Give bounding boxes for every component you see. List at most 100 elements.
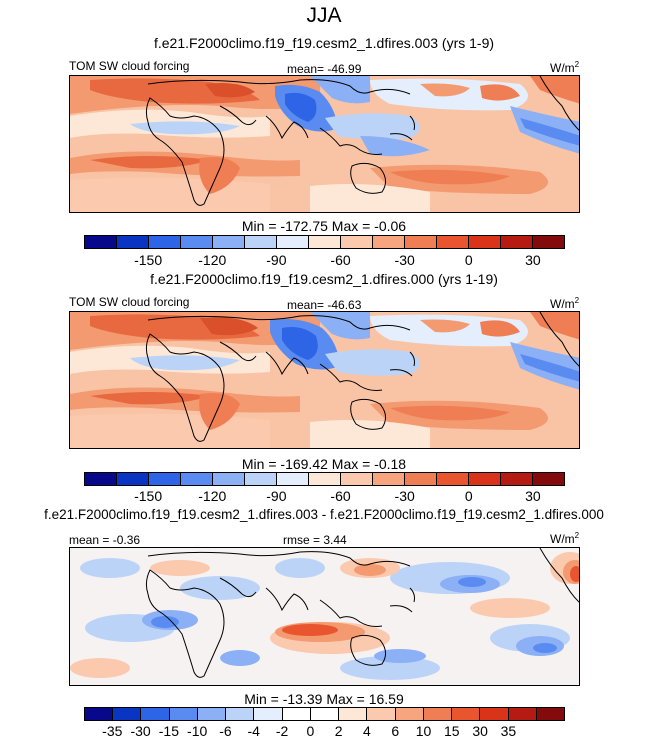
colorbar-swatch xyxy=(469,473,501,485)
colorbar-swatch xyxy=(423,708,453,720)
colorbar-swatch xyxy=(149,473,181,485)
colorbar-tick-label: -90 xyxy=(266,252,287,268)
colorbar-swatch xyxy=(341,236,373,248)
colorbar-swatch xyxy=(341,473,373,485)
colorbar-swatch xyxy=(373,236,405,248)
colorbar-swatch xyxy=(501,236,533,248)
colorbar-tick-label: -120 xyxy=(198,488,227,504)
colorbar-tick-label: 15 xyxy=(444,723,460,739)
panel-1-map-field xyxy=(70,76,579,212)
panel-3-colorbar-ticks: -35 -30 -15 -10 -6 -4 -2 0 2 4 6 10 15 30 35 xyxy=(84,723,565,741)
colorbar-swatch xyxy=(309,473,341,485)
colorbar-tick-label: -30 xyxy=(394,488,415,504)
panel-1-mean-label: mean= -46.99 xyxy=(287,62,362,76)
colorbar-swatch xyxy=(452,708,481,720)
panel-1-variable-label: TOM SW cloud forcing xyxy=(69,59,190,73)
colorbar-swatch xyxy=(282,708,311,720)
panel-3-map xyxy=(69,547,580,686)
colorbar-swatch xyxy=(469,236,501,248)
colorbar-swatch xyxy=(501,473,533,485)
colorbar-swatch xyxy=(149,236,181,248)
colorbar-swatch xyxy=(213,236,245,248)
panel-3-rmse-label: rmse = 3.44 xyxy=(283,533,347,547)
panel-3-units-label: W/m2 xyxy=(550,531,580,546)
season-title: JJA xyxy=(306,4,342,27)
colorbar-tick-label: 35 xyxy=(500,723,517,739)
colorbar-swatch xyxy=(141,708,170,720)
colorbar-tick-label: -30 xyxy=(394,252,415,268)
colorbar-tick-label: -35 xyxy=(102,723,123,739)
panel-2-units-label: W/m2 xyxy=(550,296,580,311)
colorbar-tick-label: -2 xyxy=(275,723,289,739)
panel-1-colorbar-ticks: -150 -120 -90 -60 -30 0 30 xyxy=(84,252,565,270)
panel-1-units-label: W/m2 xyxy=(550,60,580,75)
colorbar-swatch xyxy=(533,236,564,248)
colorbar-tick-label: -60 xyxy=(330,252,351,268)
panel-2-mean-label: mean= -46.63 xyxy=(287,298,362,312)
colorbar-swatch xyxy=(245,473,277,485)
colorbar-swatch xyxy=(508,708,537,720)
colorbar-tick-label: 10 xyxy=(415,723,432,739)
colorbar-swatch xyxy=(310,708,340,720)
colorbar-tick-label: -10 xyxy=(187,723,208,739)
panel-3-min-max: Min = -13.39 Max = 16.59 xyxy=(244,691,404,707)
colorbar-tick-label: 0 xyxy=(306,723,315,739)
colorbar-tick-label: -150 xyxy=(134,252,163,268)
colorbar-swatch xyxy=(181,236,213,248)
panel-2-title: f.e21.F2000climo.f19_f19.cesm2_1.dfires.… xyxy=(150,271,498,287)
colorbar-swatch xyxy=(245,236,277,248)
panel-2-colorbar-ticks: -150 -120 -90 -60 -30 0 30 xyxy=(84,488,565,506)
colorbar-tick-label: -120 xyxy=(198,252,227,268)
colorbar-swatch xyxy=(339,708,368,720)
colorbar-tick-label: 4 xyxy=(363,723,371,739)
panel-2-min-max: Min = -169.42 Max = -0.18 xyxy=(241,456,407,472)
colorbar-swatch xyxy=(197,708,227,720)
panel-2-map xyxy=(69,311,580,449)
colorbar-tick-label: -30 xyxy=(130,723,151,739)
colorbar-swatch xyxy=(85,236,117,248)
colorbar-tick-label: -6 xyxy=(219,723,232,739)
colorbar-swatch xyxy=(536,708,564,720)
colorbar-swatch xyxy=(367,708,396,720)
colorbar-tick-label: 30 xyxy=(472,723,488,739)
colorbar-swatch xyxy=(181,473,213,485)
colorbar-tick-label: 30 xyxy=(525,252,541,268)
colorbar-tick-label: -4 xyxy=(247,723,260,739)
panel-1-min-max: Min = -172.75 Max = -0.06 xyxy=(241,218,407,234)
colorbar-tick-label: 2 xyxy=(334,723,343,739)
panel-3-colorbar xyxy=(84,707,565,721)
colorbar-swatch xyxy=(395,708,424,720)
panel-3-mean-label: mean = -0.36 xyxy=(69,533,141,547)
panel-2-variable-label: TOM SW cloud forcing xyxy=(69,295,190,309)
colorbar-swatch xyxy=(533,473,564,485)
colorbar-tick-label: 0 xyxy=(464,488,473,504)
colorbar-swatch xyxy=(480,708,509,720)
colorbar-swatch xyxy=(85,708,114,720)
colorbar-swatch xyxy=(405,473,437,485)
colorbar-swatch xyxy=(277,473,309,485)
colorbar-swatch xyxy=(169,708,198,720)
panel-1-colorbar xyxy=(84,235,565,249)
panel-3-map-field xyxy=(70,548,579,685)
colorbar-tick-label: 0 xyxy=(464,252,473,268)
colorbar-tick-label: -90 xyxy=(266,488,287,504)
colorbar-swatch xyxy=(405,236,437,248)
colorbar-swatch xyxy=(373,473,405,485)
panel-2-map-field xyxy=(70,312,579,448)
colorbar-swatch xyxy=(437,236,469,248)
colorbar-swatch xyxy=(213,473,245,485)
colorbar-swatch xyxy=(254,708,283,720)
panel-2-colorbar xyxy=(84,472,565,486)
colorbar-tick-label: 30 xyxy=(525,488,541,504)
panel-1-map xyxy=(69,75,580,213)
colorbar-swatch xyxy=(277,236,309,248)
colorbar-swatch xyxy=(113,708,142,720)
colorbar-swatch xyxy=(437,473,469,485)
colorbar-swatch xyxy=(309,236,341,248)
colorbar-tick-label: -60 xyxy=(330,488,351,504)
panel-1-title: f.e21.F2000climo.f19_f19.cesm2_1.dfires.… xyxy=(153,35,495,51)
colorbar-swatch xyxy=(85,473,117,485)
panel-3-title: f.e21.F2000climo.f19_f19.cesm2_1.dfires.… xyxy=(44,507,604,522)
colorbar-tick-label: 6 xyxy=(391,723,400,739)
colorbar-tick-label: -15 xyxy=(158,723,179,739)
